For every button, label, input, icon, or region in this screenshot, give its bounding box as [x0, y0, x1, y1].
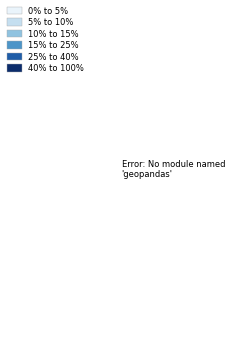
Legend: 0% to 5%, 5% to 10%, 10% to 15%, 15% to 25%, 25% to 40%, 40% to 100%: 0% to 5%, 5% to 10%, 10% to 15%, 15% to …	[5, 5, 86, 75]
Text: Error: No module named 'geopandas': Error: No module named 'geopandas'	[122, 160, 225, 180]
